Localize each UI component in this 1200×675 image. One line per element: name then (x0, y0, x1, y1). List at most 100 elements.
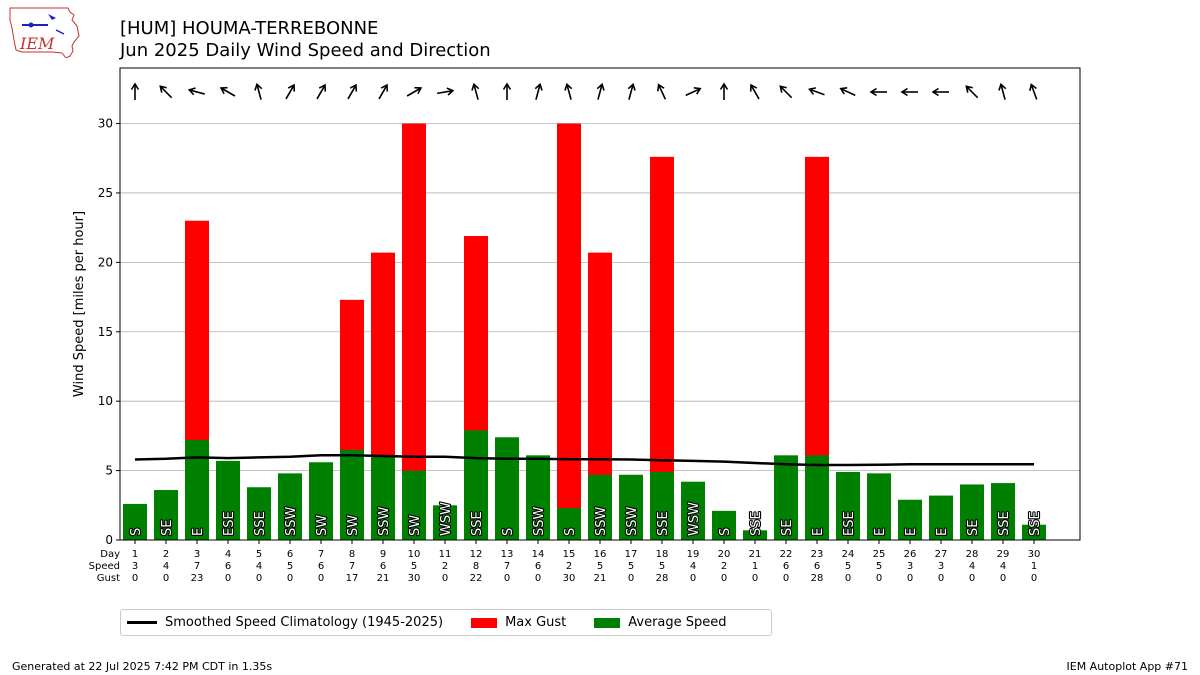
speed-label: 5 (845, 561, 851, 572)
speed-label: 7 (504, 561, 510, 572)
avg-speed-bar (867, 473, 891, 540)
row-label: Day (100, 549, 120, 560)
day-label: 11 (439, 549, 452, 560)
avg-speed-bar (464, 430, 488, 540)
day-label: 29 (997, 549, 1010, 560)
day-label: 23 (811, 549, 824, 560)
day-label: 13 (501, 549, 514, 560)
direction-arrow (534, 82, 543, 100)
direction-arrow (869, 87, 887, 97)
climatology-line (134, 454, 1034, 467)
y-tick-label: 20 (98, 255, 113, 269)
speed-label: 6 (783, 561, 789, 572)
speed-label: 5 (597, 561, 603, 572)
gust-label: 0 (225, 573, 231, 584)
direction-label: SSW (377, 506, 392, 536)
direction-label: SSW (625, 506, 640, 536)
gust-label: 0 (1031, 573, 1037, 584)
direction-arrow (219, 86, 236, 97)
speed-label: 6 (535, 561, 541, 572)
direction-label: SSE (997, 511, 1012, 536)
direction-arrow (406, 86, 423, 97)
gust-label: 0 (318, 573, 324, 584)
y-tick-label: 10 (98, 394, 113, 408)
y-tick-label: 30 (98, 117, 113, 131)
gust-label: 0 (907, 573, 913, 584)
day-label: 7 (318, 549, 324, 560)
gust-label: 28 (811, 573, 824, 584)
day-label: 6 (287, 549, 293, 560)
direction-arrows (130, 82, 1038, 100)
day-label: 28 (966, 549, 979, 560)
y-tick-label: 0 (105, 533, 113, 547)
legend-climatology-swatch (127, 621, 157, 624)
direction-label: S (563, 528, 578, 536)
direction-label: ESE (842, 511, 857, 536)
avg-speed-bar (371, 456, 395, 540)
direction-arrow (931, 87, 949, 97)
day-label: 4 (225, 549, 231, 560)
bars (123, 123, 1046, 541)
gust-bar (557, 123, 581, 540)
direction-arrow (436, 87, 455, 96)
speed-label: 7 (194, 561, 200, 572)
gust-label: 22 (470, 573, 483, 584)
day-label: 12 (470, 549, 483, 560)
gust-label: 17 (346, 573, 359, 584)
logo-text: IEM (19, 34, 55, 53)
avg-speed-bar (154, 490, 178, 540)
wind-chart: S SE E ESE SSE SSW SW SW SSW SW WSW SSE S SSW S SSW SSW S… (72, 67, 1081, 584)
avg-speed-bar (340, 449, 364, 540)
day-label: 25 (873, 549, 886, 560)
direction-arrow (347, 83, 358, 100)
direction-label: SE (160, 520, 175, 536)
day-label: 14 (532, 549, 545, 560)
direction-arrow (564, 82, 573, 100)
avg-speed-bar (123, 503, 147, 540)
direction-arrow (839, 86, 856, 97)
gust-label: 21 (377, 573, 390, 584)
speed-label: 4 (969, 561, 975, 572)
iem-logo: IEM (8, 6, 82, 62)
gust-label: 0 (442, 573, 448, 584)
footer-generated: Generated at 22 Jul 2025 7:42 PM CDT in … (12, 660, 273, 673)
day-label: 21 (749, 549, 762, 560)
chart-subtitle: Jun 2025 Daily Wind Speed and Direction (120, 40, 491, 61)
avg-speed-bar (681, 481, 705, 540)
direction-arrow (378, 83, 389, 100)
legend-climatology: Smoothed Speed Climatology (1945-2025) (127, 615, 443, 630)
day-label: 24 (842, 549, 855, 560)
day-label: 3 (194, 549, 200, 560)
direction-label: S (501, 528, 516, 536)
speed-label: 5 (659, 561, 665, 572)
avg-speed-bar (185, 440, 209, 540)
gust-label: 0 (876, 573, 882, 584)
day-label: 22 (780, 549, 793, 560)
avg-speed-bar (929, 495, 953, 540)
direction-arrow (808, 87, 825, 96)
avg-speed-bar (805, 455, 829, 540)
gust-label: 30 (563, 573, 576, 584)
direction-arrow (719, 82, 729, 100)
footer-app: IEM Autoplot App #71 (1066, 660, 1189, 673)
speed-label: 5 (876, 561, 882, 572)
direction-arrow (749, 83, 760, 100)
direction-label: E (811, 528, 826, 536)
avg-speed-bar (278, 473, 302, 540)
gust-label: 30 (408, 573, 421, 584)
direction-label: S (718, 528, 733, 536)
day-label: 5 (256, 549, 262, 560)
speed-label: 7 (349, 561, 355, 572)
direction-arrow (627, 82, 636, 100)
direction-label: E (904, 528, 919, 536)
direction-label: SSW (532, 506, 547, 536)
y-tick-label: 15 (98, 325, 113, 339)
direction-label: SSW (284, 506, 299, 536)
direction-arrow (285, 83, 296, 100)
gust-label: 0 (783, 573, 789, 584)
direction-label: SW (315, 515, 330, 536)
direction-label: SSE (656, 511, 671, 536)
day-label: 16 (594, 549, 607, 560)
direction-label: SSE (470, 511, 485, 536)
direction-label: SSE (749, 511, 764, 536)
